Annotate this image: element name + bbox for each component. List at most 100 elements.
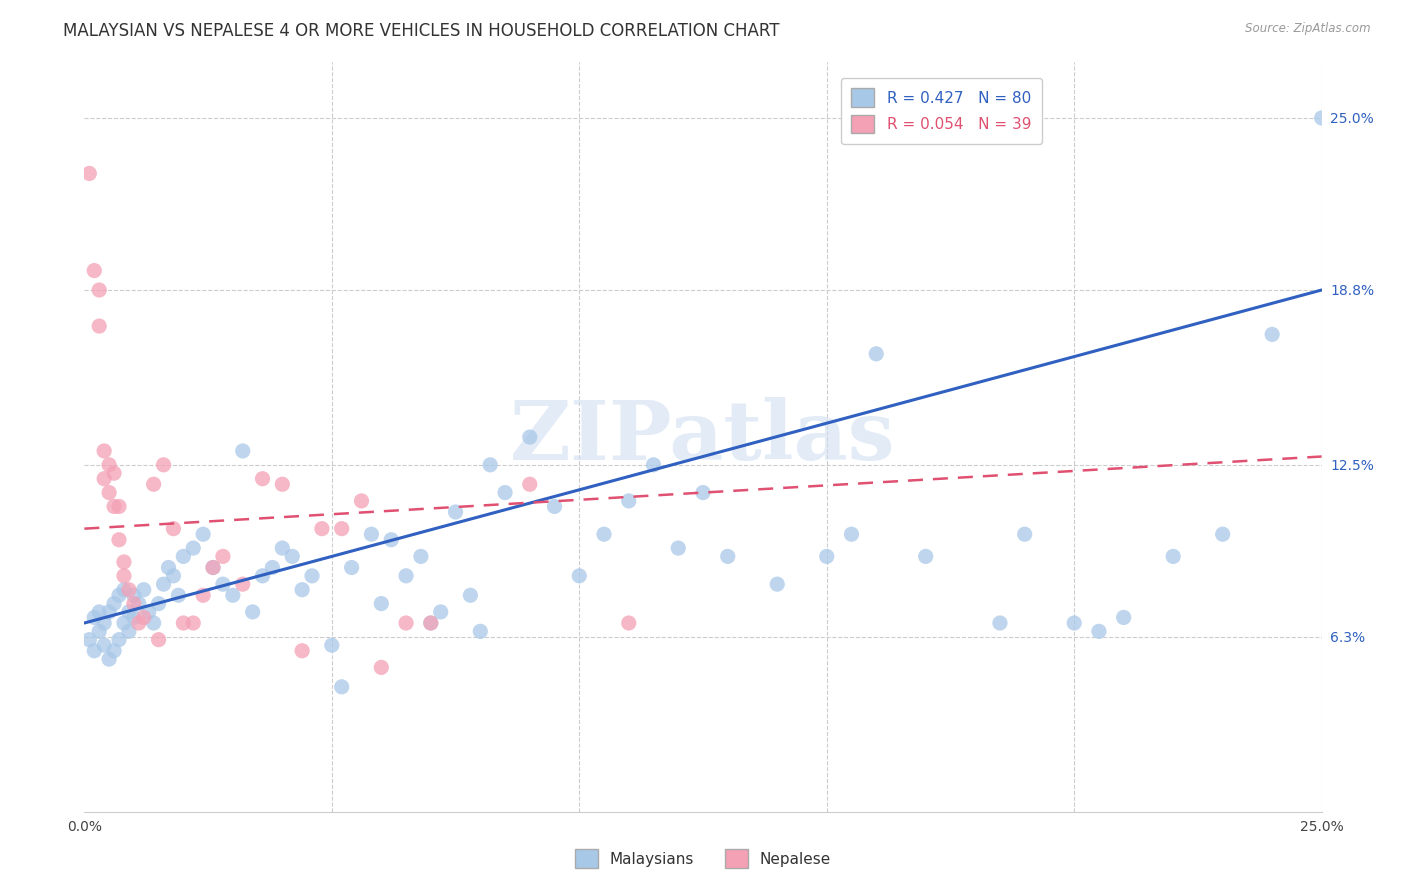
Legend: R = 0.427   N = 80, R = 0.054   N = 39: R = 0.427 N = 80, R = 0.054 N = 39	[841, 78, 1042, 144]
Nepalese	[212, 549, 235, 564]
Malaysians	[409, 549, 432, 564]
Nepalese	[108, 500, 131, 514]
Nepalese	[191, 588, 214, 602]
Malaysians	[108, 632, 131, 647]
Nepalese	[148, 632, 170, 647]
Malaysians	[340, 560, 363, 574]
Nepalese	[232, 577, 254, 591]
Nepalese	[89, 319, 111, 334]
Text: Source: ZipAtlas.com: Source: ZipAtlas.com	[1246, 22, 1371, 36]
Malaysians	[191, 527, 214, 541]
Nepalese	[128, 615, 150, 630]
Nepalese	[617, 615, 640, 630]
Malaysians	[444, 505, 467, 519]
Malaysians	[494, 485, 516, 500]
Nepalese	[311, 522, 333, 536]
Malaysians	[242, 605, 264, 619]
Nepalese	[79, 166, 101, 180]
Malaysians	[118, 624, 141, 639]
Malaysians	[841, 527, 863, 541]
Malaysians	[429, 605, 451, 619]
Malaysians	[643, 458, 665, 472]
Malaysians	[112, 615, 135, 630]
Nepalese	[89, 283, 111, 297]
Malaysians	[865, 347, 887, 361]
Malaysians	[666, 541, 689, 555]
Malaysians	[360, 527, 382, 541]
Malaysians	[914, 549, 936, 564]
Malaysians	[1261, 327, 1284, 342]
Malaysians	[79, 632, 101, 647]
Malaysians	[98, 652, 121, 666]
Nepalese	[152, 458, 174, 472]
Malaysians	[128, 597, 150, 611]
Malaysians	[301, 569, 323, 583]
Malaysians	[122, 610, 145, 624]
Nepalese	[202, 560, 225, 574]
Malaysians	[157, 560, 180, 574]
Nepalese	[370, 660, 392, 674]
Malaysians	[479, 458, 502, 472]
Malaysians	[395, 569, 418, 583]
Nepalese	[93, 472, 115, 486]
Nepalese	[350, 494, 373, 508]
Malaysians	[138, 605, 160, 619]
Nepalese	[122, 597, 145, 611]
Malaysians	[1212, 527, 1234, 541]
Malaysians	[142, 615, 165, 630]
Malaysians	[89, 605, 111, 619]
Nepalese	[98, 458, 121, 472]
Nepalese	[112, 555, 135, 569]
Malaysians	[692, 485, 714, 500]
Malaysians	[222, 588, 245, 602]
Malaysians	[93, 638, 115, 652]
Malaysians	[370, 597, 392, 611]
Malaysians	[1088, 624, 1111, 639]
Nepalese	[395, 615, 418, 630]
Nepalese	[172, 615, 194, 630]
Nepalese	[108, 533, 131, 547]
Malaysians	[815, 549, 838, 564]
Nepalese	[93, 444, 115, 458]
Malaysians	[568, 569, 591, 583]
Malaysians	[988, 615, 1011, 630]
Malaysians	[460, 588, 482, 602]
Malaysians	[93, 615, 115, 630]
Nepalese	[103, 500, 125, 514]
Malaysians	[232, 444, 254, 458]
Legend: Malaysians, Nepalese: Malaysians, Nepalese	[567, 841, 839, 875]
Nepalese	[291, 644, 314, 658]
Malaysians	[112, 582, 135, 597]
Nepalese	[112, 569, 135, 583]
Malaysians	[419, 615, 441, 630]
Malaysians	[89, 624, 111, 639]
Malaysians	[380, 533, 402, 547]
Malaysians	[162, 569, 184, 583]
Nepalese	[98, 485, 121, 500]
Malaysians	[83, 644, 105, 658]
Nepalese	[519, 477, 541, 491]
Malaysians	[330, 680, 353, 694]
Malaysians	[118, 605, 141, 619]
Malaysians	[1063, 615, 1085, 630]
Malaysians	[181, 541, 204, 555]
Text: ZIPatlas: ZIPatlas	[510, 397, 896, 477]
Malaysians	[172, 549, 194, 564]
Malaysians	[1310, 111, 1333, 125]
Malaysians	[108, 588, 131, 602]
Malaysians	[1161, 549, 1184, 564]
Malaysians	[593, 527, 616, 541]
Nepalese	[419, 615, 441, 630]
Malaysians	[321, 638, 343, 652]
Malaysians	[202, 560, 225, 574]
Nepalese	[142, 477, 165, 491]
Malaysians	[470, 624, 492, 639]
Malaysians	[1014, 527, 1036, 541]
Malaysians	[281, 549, 304, 564]
Malaysians	[766, 577, 789, 591]
Nepalese	[118, 582, 141, 597]
Text: MALAYSIAN VS NEPALESE 4 OR MORE VEHICLES IN HOUSEHOLD CORRELATION CHART: MALAYSIAN VS NEPALESE 4 OR MORE VEHICLES…	[63, 22, 780, 40]
Malaysians	[543, 500, 565, 514]
Nepalese	[181, 615, 204, 630]
Malaysians	[617, 494, 640, 508]
